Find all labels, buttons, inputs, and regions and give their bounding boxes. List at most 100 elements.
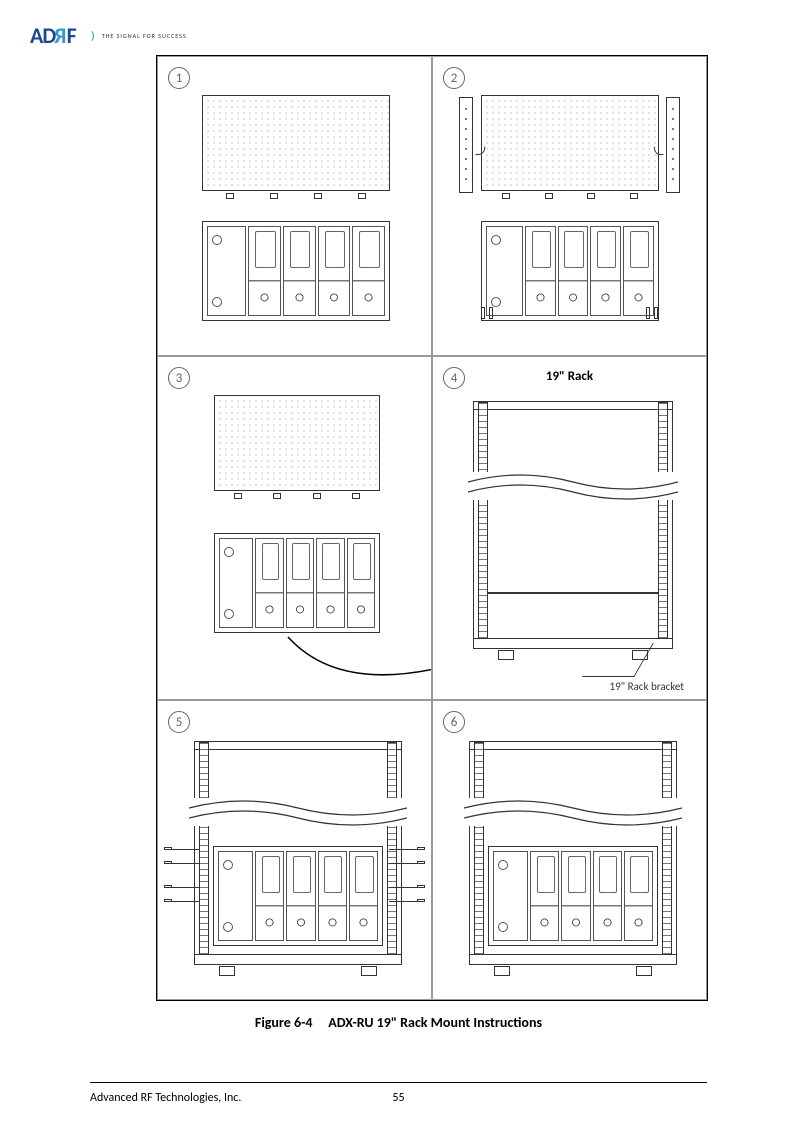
rack-foot xyxy=(219,966,235,976)
page-footer: Advanced RF Technologies, Inc. 55 xyxy=(90,1091,707,1105)
rack-post xyxy=(199,742,209,964)
screw-icon xyxy=(417,899,425,902)
module-slot xyxy=(318,851,347,941)
chassis-feet xyxy=(208,193,384,199)
control-panel xyxy=(218,851,253,941)
screw-icon xyxy=(164,847,172,850)
rack-frame xyxy=(194,741,402,965)
screw-icon xyxy=(417,885,425,888)
screw-icon xyxy=(164,861,172,864)
screw-icon xyxy=(417,861,425,864)
step-number-3: 3 xyxy=(168,367,190,389)
figure-caption-prefix: Figure 6-4 xyxy=(255,1014,313,1031)
step-5-cell: 5 xyxy=(157,700,432,1000)
mounted-chassis xyxy=(488,846,658,946)
rack-foot xyxy=(361,966,377,976)
figure-diagram: 1 2 xyxy=(156,55,708,1001)
module-slot xyxy=(561,851,590,941)
chassis-front-view xyxy=(214,533,380,633)
logo: ADRF xyxy=(30,22,76,49)
logo-letter-d: D xyxy=(42,22,55,49)
logo-letter-f: F xyxy=(67,22,76,49)
break-line-icon xyxy=(468,472,678,500)
module-slot xyxy=(352,226,385,316)
rack-post xyxy=(474,742,484,964)
mount-line xyxy=(168,887,200,888)
footer-company: Advanced RF Technologies, Inc. xyxy=(90,1091,241,1105)
chassis-feet xyxy=(218,493,376,499)
rack-post xyxy=(662,742,672,964)
diagram-row-2: 3 4 19" Rack xyxy=(157,356,707,700)
chassis-feet xyxy=(485,193,655,199)
logo-tagline: THE SIGNAL FOR SUCCESS xyxy=(102,32,187,40)
signal-icon xyxy=(82,29,96,43)
figure-caption: Figure 6-4 ADX-RU 19" Rack Mount Instruc… xyxy=(0,1014,797,1031)
footer-page-number: 55 xyxy=(392,1091,404,1105)
rack-foot xyxy=(636,966,652,976)
rack-foot xyxy=(498,650,514,660)
module-slot xyxy=(316,538,344,628)
chassis-front-view xyxy=(202,221,390,321)
break-line-icon xyxy=(189,798,407,826)
chassis-top-view xyxy=(214,395,380,491)
screw-icon xyxy=(164,885,172,888)
step-number-6: 6 xyxy=(443,711,465,733)
module-slot xyxy=(590,226,621,316)
step-number-1: 1 xyxy=(168,67,190,89)
rack-frame xyxy=(469,741,677,965)
page-header: ADRF THE SIGNAL FOR SUCCESS xyxy=(30,22,187,49)
module-slot xyxy=(530,851,559,941)
module-slot xyxy=(283,226,316,316)
control-panel xyxy=(207,226,246,316)
logo-letter-a: A xyxy=(30,22,42,49)
rack-post xyxy=(478,402,488,648)
module-slot xyxy=(248,226,281,316)
step-number-2: 2 xyxy=(443,67,465,89)
module-slot xyxy=(624,851,653,941)
module-slot xyxy=(255,851,284,941)
diagram-row-3: 5 xyxy=(157,700,707,1000)
control-panel xyxy=(219,538,253,628)
step-3-cell: 3 xyxy=(157,356,432,700)
screw-icon xyxy=(646,307,658,319)
module-slot xyxy=(286,538,314,628)
mount-line xyxy=(168,863,200,864)
step-2-cell: 2 xyxy=(432,56,707,356)
control-panel xyxy=(486,226,523,316)
rack-post xyxy=(658,402,668,648)
step-number-4: 4 xyxy=(443,367,465,389)
rack-bracket-bar xyxy=(488,592,658,594)
chassis-top-view xyxy=(202,95,390,191)
step-4-cell: 4 19" Rack 19" Rack bracket xyxy=(432,356,707,700)
module-slot xyxy=(318,226,351,316)
rack-title-label: 19" Rack xyxy=(546,369,593,384)
step-1-cell: 1 xyxy=(157,56,432,356)
module-slot xyxy=(286,851,315,941)
chassis-top-view xyxy=(481,95,659,191)
module-slot xyxy=(525,226,556,316)
figure-caption-title: ADX-RU 19" Rack Mount Instructions xyxy=(328,1014,542,1031)
footer-divider xyxy=(90,1082,707,1083)
mount-line xyxy=(168,849,200,850)
screw-icon xyxy=(417,847,425,850)
mount-line xyxy=(168,901,200,902)
screw-icon xyxy=(481,307,493,319)
break-line-icon xyxy=(464,798,682,826)
module-slot xyxy=(558,226,589,316)
mounted-chassis xyxy=(213,846,383,946)
module-slot xyxy=(623,226,654,316)
rack-post xyxy=(387,742,397,964)
screw-icon xyxy=(164,899,172,902)
control-panel xyxy=(493,851,528,941)
module-slot xyxy=(347,538,375,628)
chassis-front-view xyxy=(481,221,659,321)
rack-frame xyxy=(473,401,673,649)
module-slot xyxy=(349,851,378,941)
arrow-icon xyxy=(278,627,432,697)
step-number-5: 5 xyxy=(168,711,190,733)
logo-letter-r: R xyxy=(55,22,66,49)
module-slot xyxy=(593,851,622,941)
rack-bracket-label: 19" Rack bracket xyxy=(610,680,684,693)
step-6-cell: 6 xyxy=(432,700,707,1000)
rack-foot xyxy=(494,966,510,976)
